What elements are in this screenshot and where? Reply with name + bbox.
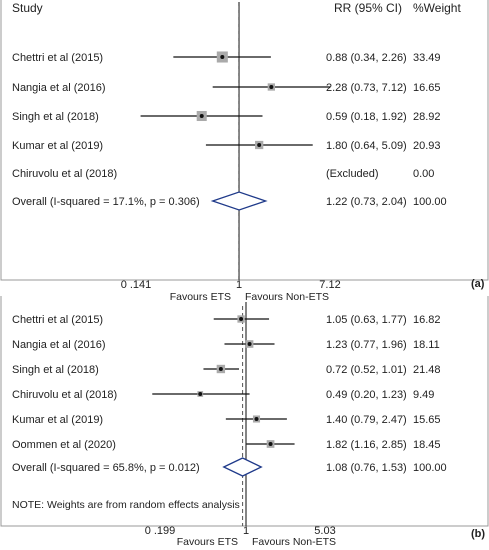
study-point-estimate [247,342,252,346]
study-point-estimate [199,114,204,118]
column-header-weight: %Weight [413,1,461,15]
axis-tick-label: 1 [236,279,242,291]
panel-label: (b) [471,528,485,540]
study-weight: 0.00 [413,168,434,180]
study-rr-ci: 0.72 (0.52, 1.01) [326,364,407,376]
overall-diamond [222,457,263,477]
study-point-estimate [218,367,223,371]
study-name: Chettri et al (2015) [12,314,103,326]
study-rr-ci: (Excluded) [326,168,379,180]
study-point-estimate [198,392,203,396]
study-rr-ci: 1.23 (0.77, 1.96) [326,339,407,351]
study-name: Singh et al (2018) [12,364,99,376]
study-point-estimate [269,85,274,89]
study-weight: 16.82 [413,314,441,326]
axis-tick-label: 0 .199 [145,525,176,537]
study-name: Chettri et al (2015) [12,52,103,64]
study-point-estimate [239,317,244,321]
overall-weight: 100.00 [413,462,447,474]
column-header-study: Study [12,1,43,15]
overall-weight: 100.00 [413,196,447,208]
study-weight: 16.65 [413,82,441,94]
overall-rr-ci: 1.08 (0.76, 1.53) [326,462,407,474]
axis-tick-label: 7.12 [319,279,340,291]
random-effects-note: NOTE: Weights are from random effects an… [12,499,240,511]
study-point-estimate [268,442,273,446]
study-point-estimate [257,143,262,147]
study-weight: 20.93 [413,140,441,152]
favours-left-label: Favours ETS [170,291,231,303]
study-name: Kumar et al (2019) [12,414,103,426]
study-rr-ci: 1.40 (0.79, 2.47) [326,414,407,426]
study-rr-ci: 1.05 (0.63, 1.77) [326,314,407,326]
study-point-estimate [254,417,259,421]
study-rr-ci: 0.88 (0.34, 2.26) [326,52,407,64]
study-name: Chiruvolu et al (2018) [12,389,117,401]
study-name: Kumar et al (2019) [12,140,103,152]
study-weight: 18.45 [413,439,441,451]
axis-tick-label: 5.03 [314,525,335,537]
favours-right-label: Favours Non-ETS [252,536,336,548]
panel-frame [0,296,489,527]
study-rr-ci: 2.28 (0.73, 7.12) [326,82,407,94]
column-header-rr: RR (95% CI) [334,1,402,15]
study-rr-ci: 0.59 (0.18, 1.92) [326,111,407,123]
study-rr-ci: 0.49 (0.20, 1.23) [326,389,407,401]
study-name: Nangia et al (2016) [12,82,106,94]
study-rr-ci: 1.82 (1.16, 2.85) [326,439,407,451]
panel-frame [0,0,489,281]
axis-tick-label: 1 [243,525,249,537]
study-point-estimate [220,55,225,59]
overall-label: Overall (I-squared = 17.1%, p = 0.306) [12,196,200,208]
favours-left-label: Favours ETS [177,536,238,548]
favours-right-label: Favours Non-ETS [245,291,329,303]
panel-label: (a) [471,278,485,290]
study-name: Chiruvolu et al (2018) [12,168,117,180]
study-weight: 33.49 [413,52,441,64]
study-weight: 21.48 [413,364,441,376]
study-weight: 9.49 [413,389,434,401]
study-weight: 18.11 [413,339,440,351]
study-weight: 28.92 [413,111,441,123]
study-rr-ci: 1.80 (0.64, 5.09) [326,140,407,152]
overall-rr-ci: 1.22 (0.73, 2.04) [326,196,407,208]
overall-label: Overall (I-squared = 65.8%, p = 0.012) [12,462,200,474]
study-name: Oommen et al (2020) [12,439,116,451]
axis-tick-label: 0 .141 [121,279,152,291]
study-name: Nangia et al (2016) [12,339,106,351]
overall-diamond [210,191,268,211]
study-name: Singh et al (2018) [12,111,99,123]
study-weight: 15.65 [413,414,441,426]
